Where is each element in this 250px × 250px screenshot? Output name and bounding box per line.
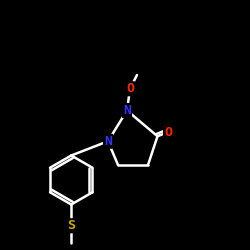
Text: O: O [126, 82, 134, 95]
Text: N: N [104, 135, 112, 148]
Text: N: N [123, 104, 131, 117]
Text: S: S [67, 219, 75, 232]
Text: O: O [164, 126, 172, 138]
